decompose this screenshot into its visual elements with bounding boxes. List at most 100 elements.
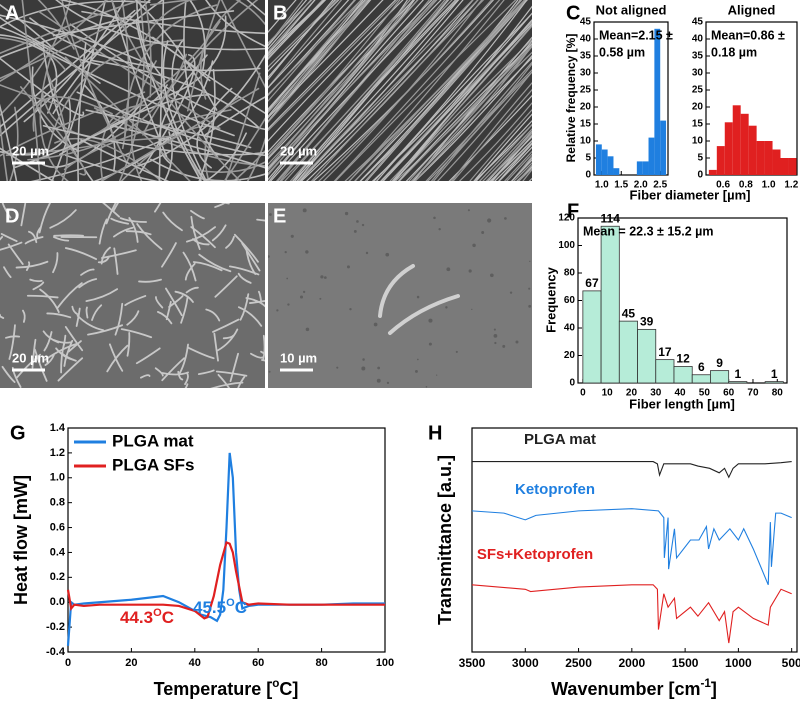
fiber <box>168 295 184 308</box>
x-tick-label: 50 <box>699 388 711 399</box>
fiber <box>212 318 240 333</box>
speck <box>365 251 369 255</box>
fiber <box>430 61 532 181</box>
speck <box>472 243 476 248</box>
fiber <box>38 11 214 126</box>
fiber <box>268 0 411 169</box>
fiber <box>268 0 404 142</box>
fiber <box>49 209 77 229</box>
panel-label: A <box>5 2 19 24</box>
y-axis-label: Transmittance [a.u.] <box>435 455 455 625</box>
fiber <box>139 374 151 379</box>
fiber <box>344 0 523 181</box>
y-tick-label: 1.2 <box>50 447 65 459</box>
fiber <box>268 0 340 73</box>
fiber <box>257 290 263 303</box>
speck <box>290 234 294 238</box>
fiber <box>261 359 265 362</box>
fiber <box>0 16 102 66</box>
bar <box>636 161 643 175</box>
fiber <box>55 0 265 51</box>
fiber <box>161 371 189 376</box>
fiber <box>482 128 532 181</box>
x-axis-label: Fiber diameter [µm] <box>630 187 751 202</box>
fiber <box>334 0 517 181</box>
panel-title: Not aligned <box>596 2 667 17</box>
x-axis-label: Wavenumber [cm-1] <box>551 677 717 699</box>
fiber <box>248 300 265 304</box>
bar <box>732 105 741 175</box>
fiber <box>158 54 208 165</box>
fiber <box>268 0 369 124</box>
x-tick-label: 20 <box>125 657 137 669</box>
x-tick-label: 1.0 <box>595 180 609 191</box>
fiber <box>67 340 82 353</box>
fiber <box>114 302 124 336</box>
fiber <box>0 57 85 117</box>
annotation-part: 45.5 <box>193 598 226 617</box>
y-tick-label: 10 <box>692 136 704 147</box>
fiber <box>517 167 532 181</box>
fiber <box>268 0 364 118</box>
fiber <box>25 261 31 272</box>
annotation: 0.18 µm <box>711 45 757 59</box>
series-label: Ketoprofen <box>515 481 595 498</box>
fiber <box>498 143 532 181</box>
fiber <box>128 217 139 243</box>
fiber <box>124 295 147 306</box>
speck <box>361 223 365 227</box>
plot-frame <box>593 21 669 176</box>
value-label: 9 <box>716 356 723 370</box>
fiber <box>425 69 532 181</box>
speck <box>445 306 448 309</box>
fiber <box>196 87 233 169</box>
series-line <box>471 508 792 586</box>
speck <box>528 287 531 290</box>
speck <box>386 381 390 385</box>
y-tick-label: 0.4 <box>50 546 66 558</box>
fiber <box>1 365 16 383</box>
fiber <box>268 0 419 172</box>
fiber <box>155 296 164 309</box>
speck <box>481 231 485 235</box>
fiber <box>64 326 84 352</box>
fiber <box>119 217 148 223</box>
y-tick-label: 1.0 <box>50 472 65 484</box>
annotation: 0.58 µm <box>599 45 645 59</box>
speck <box>302 290 306 294</box>
fiber <box>296 0 479 181</box>
fiber <box>174 290 194 303</box>
fiber <box>292 0 460 181</box>
speck <box>336 366 339 369</box>
fiber <box>0 0 151 28</box>
fiber <box>21 0 41 181</box>
fiber <box>268 0 304 47</box>
x-tick-label: 100 <box>376 657 394 669</box>
value-label: 67 <box>585 276 599 290</box>
fiber <box>268 0 425 181</box>
fiber <box>296 0 450 181</box>
fiber <box>268 0 362 96</box>
fiber <box>136 0 166 81</box>
annotation-part: C <box>162 608 174 627</box>
fiber <box>0 103 18 181</box>
speck <box>305 327 310 332</box>
fiber <box>233 233 259 263</box>
bar <box>710 370 730 384</box>
fiber <box>22 309 26 323</box>
x-tick-label: 20 <box>626 388 638 399</box>
bar <box>601 149 608 175</box>
fiber <box>452 88 532 181</box>
fiber <box>229 352 239 383</box>
scale-bar-label: 10 µm <box>280 350 317 365</box>
fiber <box>29 17 261 72</box>
y-tick-label: 35 <box>580 51 592 62</box>
fiber <box>52 252 59 274</box>
bar <box>740 113 749 175</box>
y-tick-label: 25 <box>580 85 592 96</box>
fiber <box>138 278 162 283</box>
fiber <box>56 282 83 309</box>
speck <box>416 295 420 299</box>
y-tick-label: 25 <box>692 85 704 96</box>
series-line <box>471 584 792 644</box>
